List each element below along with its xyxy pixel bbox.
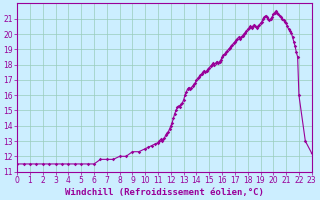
X-axis label: Windchill (Refroidissement éolien,°C): Windchill (Refroidissement éolien,°C) [65, 188, 264, 197]
